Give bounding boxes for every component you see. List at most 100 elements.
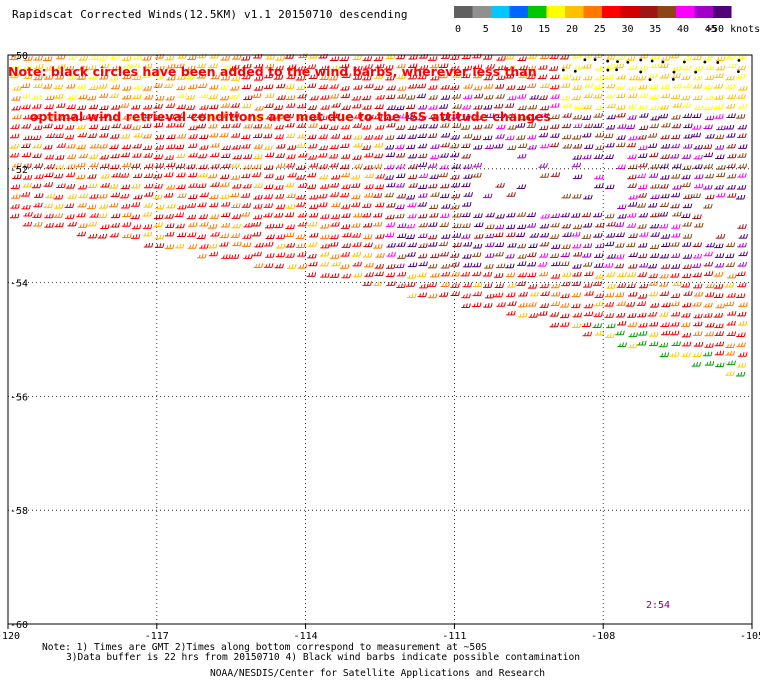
legend-swatch bbox=[639, 6, 658, 18]
wind-barb bbox=[142, 55, 152, 61]
wind-barb bbox=[375, 173, 385, 179]
wind-barb bbox=[672, 211, 682, 217]
wind-barb bbox=[166, 75, 176, 81]
wind-barb bbox=[187, 232, 197, 237]
wind-barb bbox=[187, 113, 197, 119]
wind-barb bbox=[715, 192, 726, 198]
wind-barb bbox=[550, 114, 560, 119]
wind-barb bbox=[548, 66, 559, 71]
wind-barb bbox=[452, 212, 462, 218]
wind-barb bbox=[648, 173, 659, 178]
wind-barb bbox=[273, 212, 284, 218]
wind-barb bbox=[242, 63, 252, 69]
wind-barb bbox=[659, 253, 670, 259]
wind-barb bbox=[625, 302, 636, 307]
wind-barb bbox=[241, 74, 251, 80]
wind-barb bbox=[693, 154, 703, 160]
wind-barb bbox=[681, 242, 692, 247]
wind-barb bbox=[33, 75, 43, 81]
wind-barb bbox=[726, 311, 737, 316]
contamination-circle bbox=[593, 58, 597, 62]
wind-barb bbox=[65, 184, 76, 189]
wind-barb bbox=[628, 332, 638, 338]
wind-barb bbox=[11, 95, 21, 101]
wind-barb bbox=[308, 53, 318, 59]
wind-barb bbox=[505, 253, 515, 259]
wind-barb bbox=[440, 115, 451, 121]
wind-barb bbox=[496, 113, 506, 118]
wind-barb bbox=[463, 94, 473, 100]
wind-barb bbox=[527, 144, 537, 150]
wind-barb bbox=[187, 244, 198, 249]
wind-barb bbox=[714, 341, 725, 347]
wind-barb bbox=[64, 65, 75, 71]
wind-barb bbox=[21, 152, 32, 158]
wind-barb bbox=[659, 73, 670, 79]
wind-barb bbox=[375, 234, 385, 239]
wind-barb bbox=[232, 241, 242, 247]
wind-barb bbox=[210, 182, 220, 187]
wind-barb bbox=[506, 232, 516, 237]
wind-barb bbox=[22, 135, 33, 141]
wind-barb bbox=[384, 175, 394, 180]
wind-barb bbox=[450, 182, 461, 188]
wind-barb bbox=[572, 85, 582, 90]
wind-barb bbox=[496, 124, 506, 130]
wind-barb bbox=[572, 155, 582, 160]
legend-label: 45 bbox=[705, 24, 717, 35]
wind-barb bbox=[581, 212, 592, 218]
contamination-circle bbox=[648, 78, 652, 81]
wind-barb bbox=[396, 223, 407, 228]
wind-barb bbox=[505, 85, 516, 90]
wind-barb bbox=[738, 144, 748, 149]
wind-barb bbox=[64, 203, 75, 208]
wind-barb bbox=[373, 56, 384, 61]
wind-barb bbox=[471, 252, 482, 257]
wind-barb bbox=[605, 142, 615, 148]
wind-barb bbox=[350, 174, 361, 180]
legend-swatch bbox=[509, 6, 528, 18]
wind-barb bbox=[715, 362, 725, 368]
wind-barb bbox=[418, 54, 429, 59]
wind-barb bbox=[451, 123, 462, 128]
wind-barb bbox=[396, 74, 407, 79]
wind-barb bbox=[45, 133, 55, 138]
wind-barb bbox=[396, 94, 407, 99]
wind-barb bbox=[143, 203, 153, 208]
wind-barb bbox=[670, 53, 680, 59]
wind-barb bbox=[506, 113, 516, 118]
wind-barb bbox=[176, 104, 186, 110]
wind-barb bbox=[254, 242, 264, 248]
wind-barb bbox=[408, 183, 418, 188]
wind-barb bbox=[221, 254, 231, 259]
wind-barb bbox=[472, 172, 482, 178]
wind-barb bbox=[572, 312, 583, 318]
wind-barb bbox=[407, 293, 417, 298]
wind-barb bbox=[220, 103, 231, 108]
wind-barb bbox=[43, 74, 54, 80]
wind-barb bbox=[307, 253, 317, 259]
wind-barb bbox=[287, 64, 297, 69]
wind-barb bbox=[375, 124, 385, 130]
legend-swatch bbox=[694, 6, 713, 18]
wind-barb bbox=[340, 124, 350, 130]
wind-barb bbox=[705, 194, 715, 200]
wind-barb bbox=[705, 322, 715, 328]
wind-barb bbox=[353, 163, 363, 169]
wind-barb bbox=[539, 54, 550, 59]
wind-barb bbox=[132, 94, 142, 99]
wind-barb bbox=[362, 253, 373, 258]
wind-barb bbox=[658, 342, 669, 348]
wind-barb bbox=[120, 152, 131, 158]
wind-barb bbox=[659, 104, 669, 110]
wind-barb bbox=[417, 74, 427, 80]
wind-barb bbox=[97, 213, 108, 218]
wind-barb bbox=[284, 54, 295, 59]
wind-barb bbox=[89, 55, 99, 60]
wind-barb bbox=[154, 134, 165, 140]
contamination-circle bbox=[672, 70, 676, 74]
wind-barb bbox=[87, 233, 98, 239]
contamination-circle bbox=[616, 60, 619, 64]
wind-barb bbox=[506, 283, 517, 288]
wind-barb bbox=[484, 233, 495, 239]
